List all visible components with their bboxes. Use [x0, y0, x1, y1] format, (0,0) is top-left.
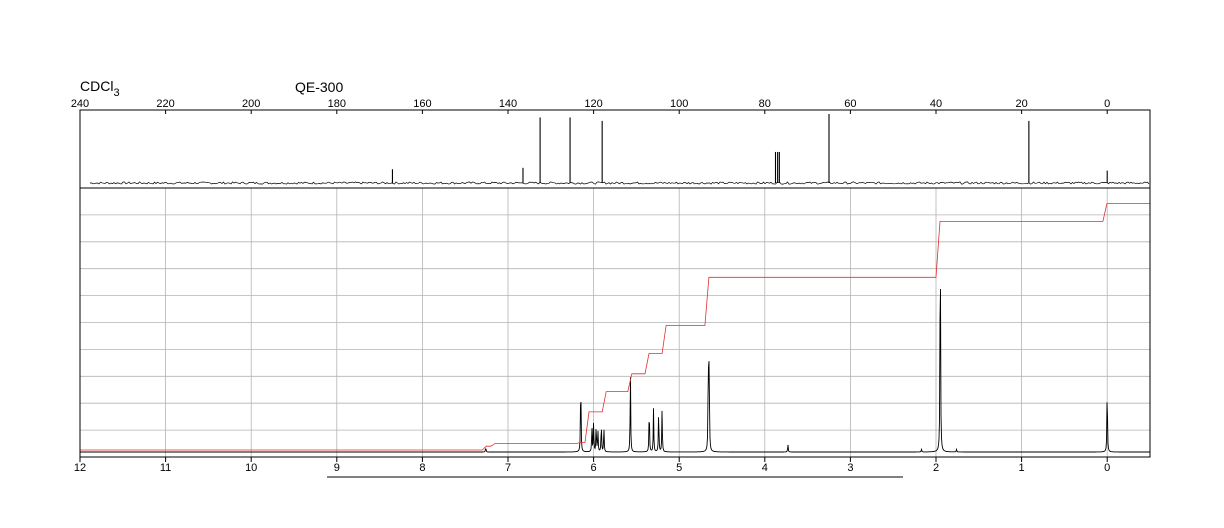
h1-tick-label: 6: [591, 462, 597, 474]
h1-tick-label: 5: [676, 462, 682, 474]
solvent-subscript: 3: [113, 87, 119, 99]
h1-tick-label: 4: [762, 462, 768, 474]
c13-tick-label: 220: [156, 98, 174, 110]
h1-tick-label: 9: [334, 462, 340, 474]
c13-tick-label: 200: [242, 98, 260, 110]
c13-tick-label: 80: [759, 98, 771, 110]
h1-axis-ticks: 12 11 10 9 8 7 6 5 4 3 2 1 0: [74, 457, 1110, 474]
h1-integral-curve: [80, 203, 1150, 451]
c13-tick-label: 0: [1104, 98, 1110, 110]
h1-tick-label: 10: [245, 462, 257, 474]
h1-grid: [79, 188, 1150, 457]
instrument-label: QE-300: [295, 79, 343, 95]
h1-tick-label: 1: [1019, 462, 1025, 474]
h1-spectrum: [80, 288, 1150, 453]
h1-tick-label: 2: [933, 462, 939, 474]
c13-tick-label: 100: [670, 98, 688, 110]
c13-tick-label: 20: [1015, 98, 1027, 110]
h1-tick-label: 8: [419, 462, 425, 474]
c13-axis-ticks: 240 220 200 180 160 140 120 100 80 60 40 20 0: [71, 98, 1110, 114]
h1-panel-frame: [79, 187, 1151, 458]
c13-tick-label: 180: [328, 98, 346, 110]
integral-line: [80, 203, 1150, 451]
c13-tick-label: 40: [930, 98, 942, 110]
c13-panel-frame: [79, 109, 1151, 189]
c13-tick-label: 240: [71, 98, 89, 110]
h1-tick-label: 3: [847, 462, 853, 474]
c13-spectrum: [89, 114, 1150, 185]
h1-tick-label: 11: [160, 462, 171, 474]
h1-trace: [80, 288, 1150, 453]
solvent-label: CDCl3: [80, 78, 120, 99]
h1-tick-label: 12: [74, 462, 86, 474]
c13-tick-label: 140: [499, 98, 517, 110]
h1-tick-label: 7: [505, 462, 511, 474]
c13-tick-label: 160: [413, 98, 431, 110]
c13-baseline: [89, 181, 1150, 185]
c13-tick-label: 120: [584, 98, 602, 110]
solvent-main: CDCl: [80, 78, 113, 94]
c13-tick-label: 60: [844, 98, 856, 110]
h1-tick-label: 0: [1104, 462, 1110, 474]
